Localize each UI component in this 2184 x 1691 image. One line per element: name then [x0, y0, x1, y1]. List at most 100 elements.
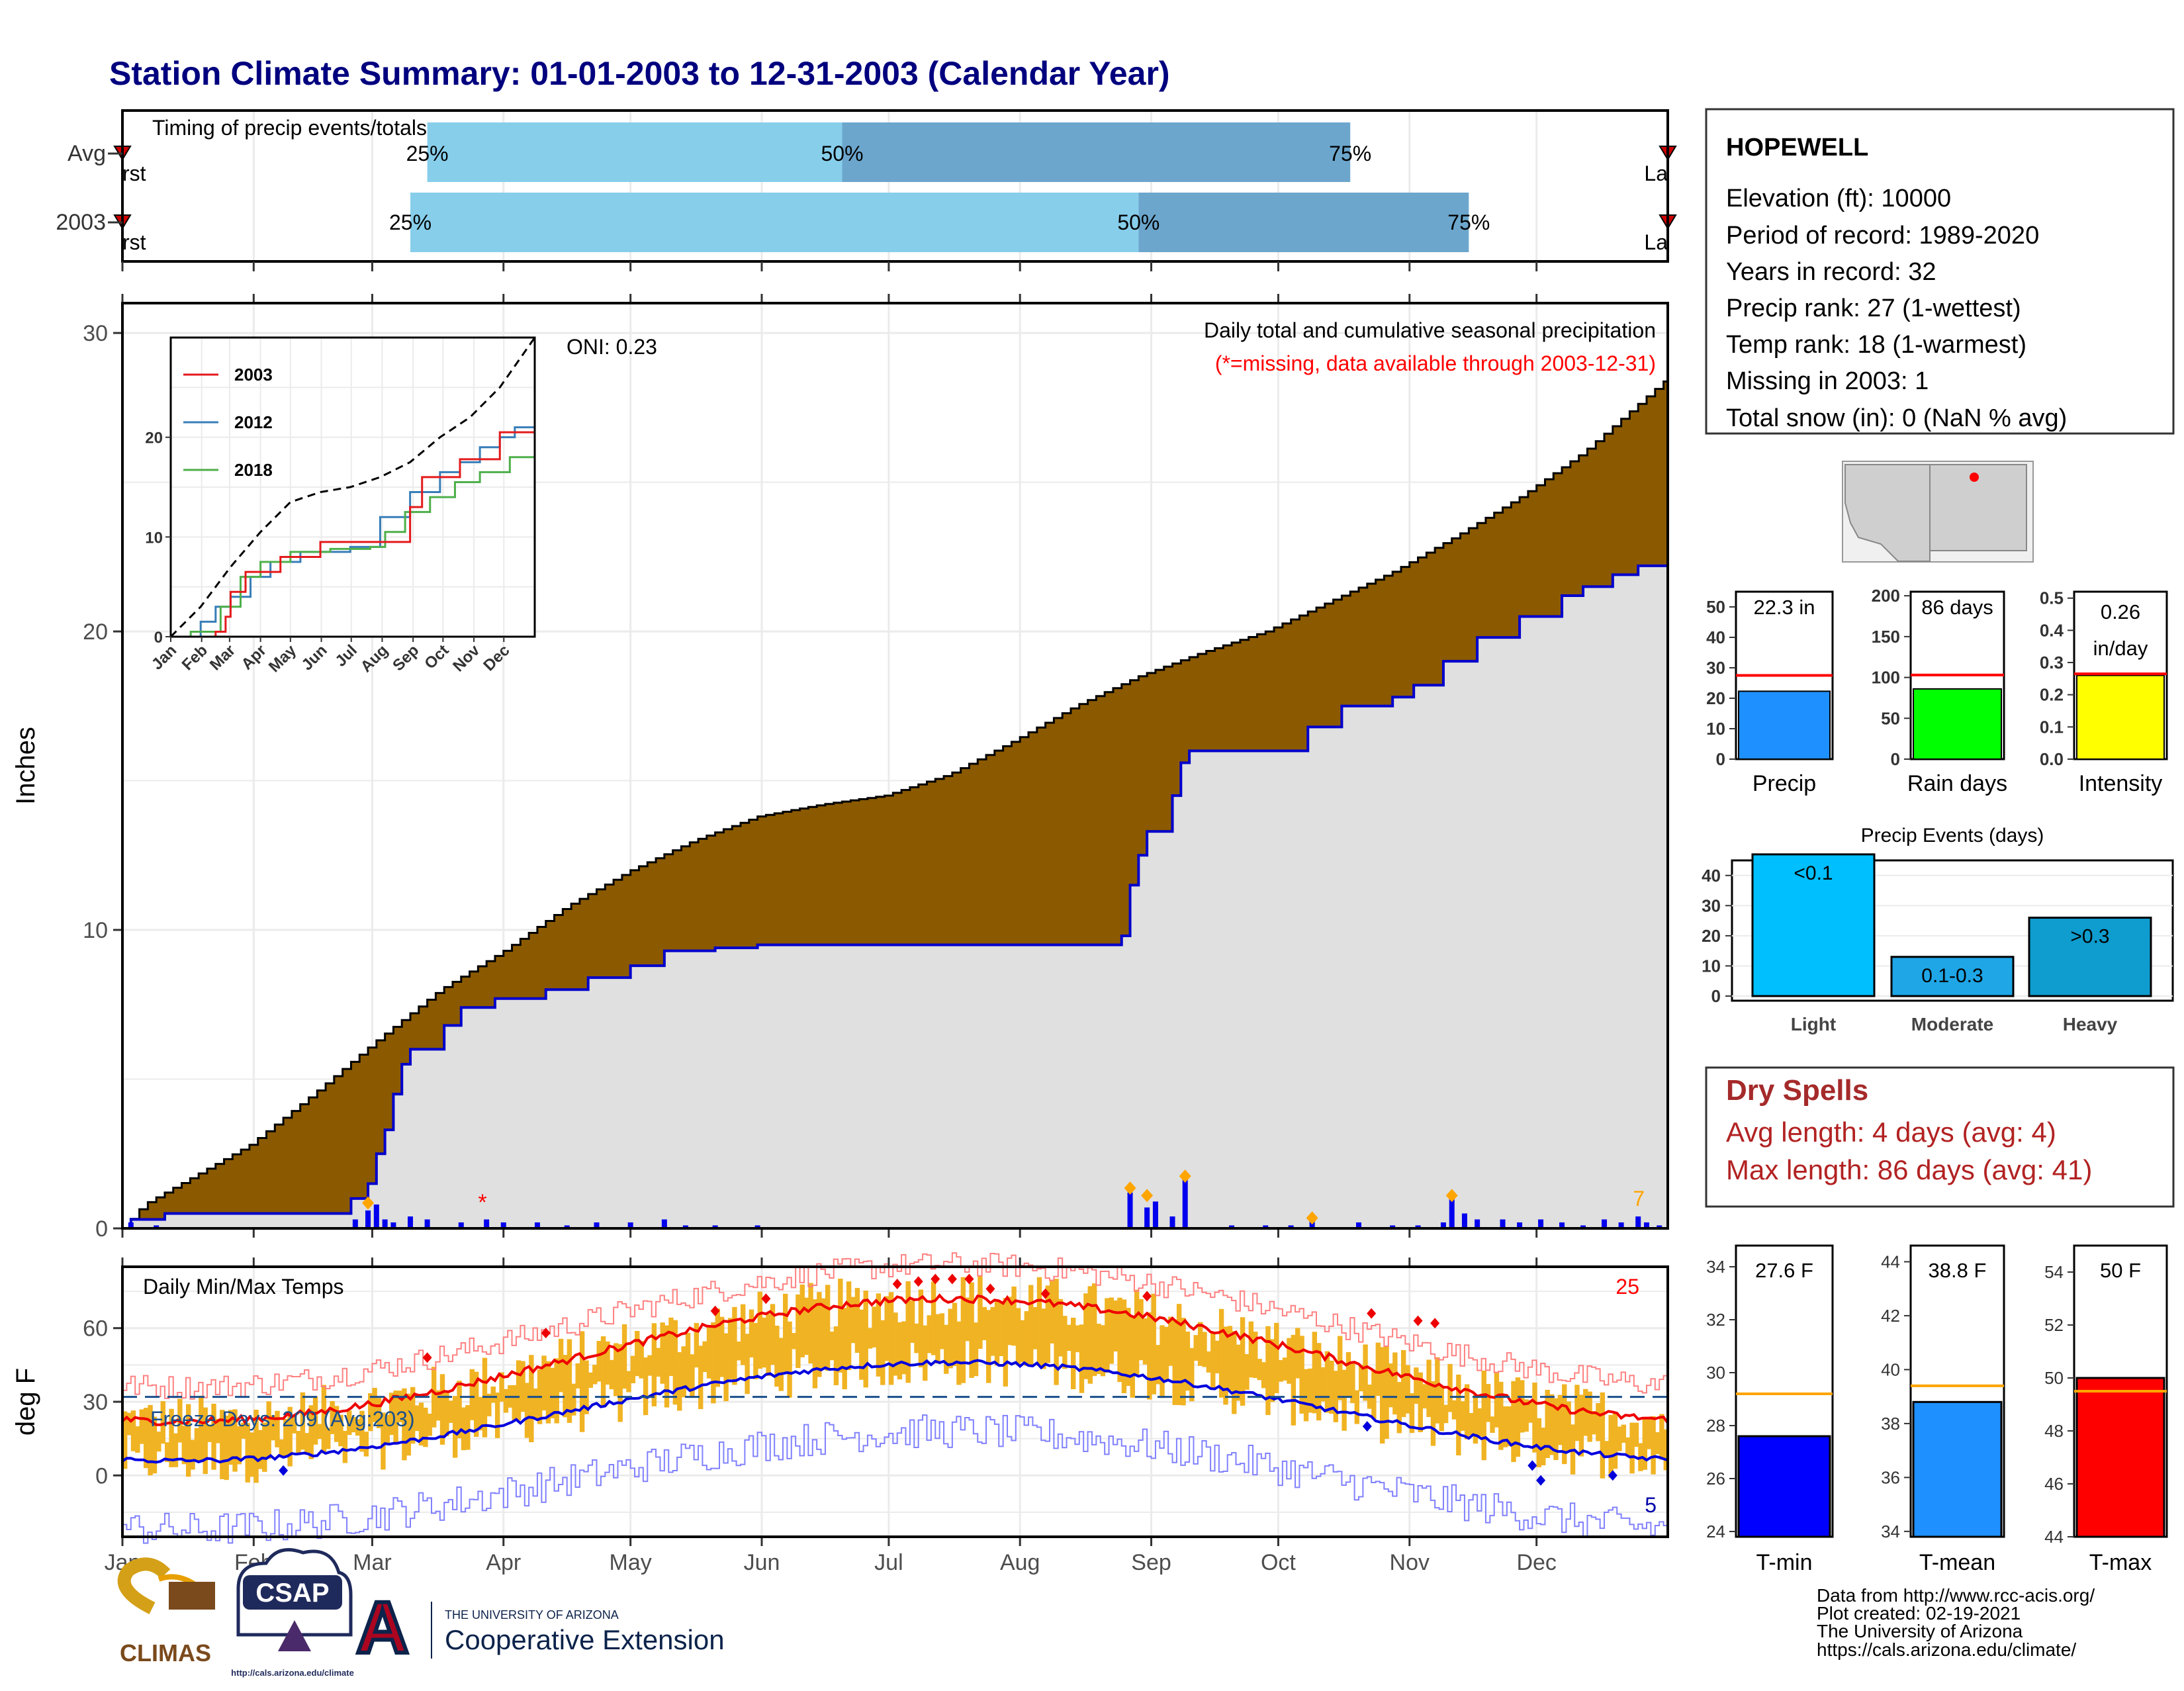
daily-precip-bar [382, 1219, 388, 1228]
daily-temp-range-bar [185, 1404, 191, 1477]
daily-temp-range-bar [1647, 1418, 1652, 1449]
daily-precip-bar [754, 1225, 760, 1228]
daily-temp-range-bar [1066, 1324, 1071, 1351]
daily-temp-range-bar [550, 1367, 555, 1418]
daily-temp-range-bar [490, 1386, 496, 1403]
daily-temp-range-bar [1020, 1320, 1025, 1363]
daily-temp-range-bar [1091, 1283, 1097, 1377]
record-high-marker [892, 1278, 902, 1289]
daily-temp-range-bar [821, 1298, 826, 1370]
station-info-box: HOPEWELL Elevation (ft): 10000 Period of… [1705, 108, 2175, 435]
daily-temp-range-bar [143, 1408, 149, 1469]
daily-precip-bar [1538, 1219, 1544, 1228]
daily-temp-range-bar [838, 1279, 843, 1373]
csap-mountain [278, 1620, 311, 1651]
daily-precip-bar [1517, 1222, 1523, 1228]
daily-temp-range-bar [694, 1322, 700, 1368]
daily-temp-range-bar [1193, 1335, 1199, 1361]
daily-temp-range-bar [1506, 1406, 1512, 1447]
daily-temp-range-bar [1324, 1351, 1330, 1413]
daily-temp-range-bar [681, 1346, 686, 1398]
daily-temp-range-bar [1520, 1380, 1525, 1433]
daily-temp-range-bar [617, 1344, 623, 1422]
daily-precip-bar [1618, 1222, 1624, 1228]
daily-temp-range-bar [249, 1432, 255, 1477]
daily-temp-range-bar [609, 1359, 615, 1390]
daily-temp-range-bar [524, 1383, 530, 1438]
daily-temp-range-bar [1557, 1394, 1563, 1445]
daily-temp-range-bar [461, 1407, 467, 1451]
summary-bar-ytick-label: 50 [1881, 708, 1900, 728]
daily-temp-range-bar [1147, 1312, 1152, 1400]
daily-temp-range-bar [206, 1424, 212, 1442]
daily-temp-range-bar [1202, 1332, 1207, 1367]
daily-temp-range-bar [1612, 1412, 1618, 1469]
daily-precip-bar [1559, 1222, 1565, 1228]
summary-bar-ytick-label: 0.1 [2040, 717, 2064, 737]
daily-temp-range-bar [385, 1414, 390, 1443]
daily-temp-range-bar [1655, 1432, 1661, 1455]
daily-temp-range-bar [355, 1419, 361, 1436]
summary-bar-ytick-label: 0.2 [2040, 685, 2064, 705]
daily-temp-range-bar [1502, 1406, 1508, 1447]
daily-precip-bar [1644, 1222, 1650, 1228]
daily-temp-range-bar [1151, 1293, 1156, 1394]
daily-temp-range-bar [148, 1404, 153, 1476]
daily-temp-range-bar [986, 1310, 991, 1383]
temperature-bar-title: T-min [1756, 1550, 1813, 1575]
daily-temp-range-bar [1163, 1326, 1169, 1381]
daily-temp-range-bar [1312, 1332, 1318, 1414]
summary-bar-ytick-label: 100 [1872, 668, 1900, 688]
inset-line-2018 [171, 447, 536, 638]
daily-temp-range-bar [978, 1276, 983, 1349]
daily-temp-range-bar [1629, 1422, 1635, 1474]
daily-temp-range-bar [948, 1308, 953, 1369]
daily-temp-range-bar [1578, 1394, 1584, 1457]
daily-temp-range-bar [257, 1430, 263, 1469]
daily-temp-range-bar [393, 1391, 398, 1444]
daily-temp-range-bar [1345, 1351, 1351, 1397]
precip-ytick-label: 30 [83, 321, 108, 346]
daily-temp-range-bar [1257, 1359, 1262, 1381]
events-category-label: Heavy [2063, 1014, 2118, 1034]
daily-temp-range-bar [342, 1430, 348, 1463]
daily-temp-range-bar [935, 1314, 940, 1364]
daily-precip-bar [1415, 1225, 1421, 1228]
daily-temp-range-bar [643, 1357, 649, 1416]
inset-line-2003 [171, 414, 536, 638]
daily-temp-range-bar [766, 1314, 771, 1376]
daily-temp-range-bar [698, 1346, 704, 1410]
timing-bar-q2 [410, 193, 1139, 252]
daily-precip-bar [594, 1222, 600, 1228]
daily-temp-range-bar [512, 1385, 517, 1422]
daily-temp-range-bar [1003, 1298, 1009, 1387]
daily-temp-range-bar [1515, 1377, 1521, 1457]
daily-temp-range-bar [1240, 1317, 1246, 1406]
daily-temp-range-bar [956, 1321, 962, 1385]
daily-temp-range-bar [677, 1352, 682, 1411]
summary-bar-2: 0 50 100 150 200 86 days Rain days [1872, 586, 2007, 796]
summary-bar-value-label: 86 days [1921, 596, 1993, 619]
events-bar [2028, 917, 2152, 997]
temperature-bar-ytick-label: 38 [1881, 1414, 1900, 1434]
daily-temp-range-bar [1566, 1401, 1571, 1452]
daily-temp-range-bar [1083, 1293, 1089, 1379]
daily-precip-bar [534, 1222, 540, 1228]
temperature-bar-value-label: 50 F [2100, 1259, 2141, 1282]
daily-temp-range-bar [990, 1306, 995, 1356]
csap-logo: CSAP http://cals.arizona.edu/climate [231, 1548, 354, 1678]
temperature-bar-ytick-label: 40 [1881, 1359, 1900, 1379]
daily-temp-range-bar [376, 1398, 382, 1429]
daily-temp-range-bar [1253, 1332, 1258, 1379]
timing-frame [121, 109, 1669, 263]
daily-precip-bar [1356, 1222, 1361, 1228]
daily-temp-range-bar [1070, 1317, 1076, 1389]
daily-temp-range-bar [1527, 1400, 1533, 1423]
daily-temp-range-bar [1591, 1410, 1597, 1435]
daily-temp-range-bar [326, 1428, 331, 1449]
daily-temp-range-bar [621, 1324, 627, 1389]
daily-temp-range-bar [1418, 1372, 1423, 1432]
daily-temp-range-bar [173, 1433, 179, 1467]
summary-bar-value [2076, 674, 2165, 760]
daily-temp-range-bar [1545, 1389, 1550, 1459]
